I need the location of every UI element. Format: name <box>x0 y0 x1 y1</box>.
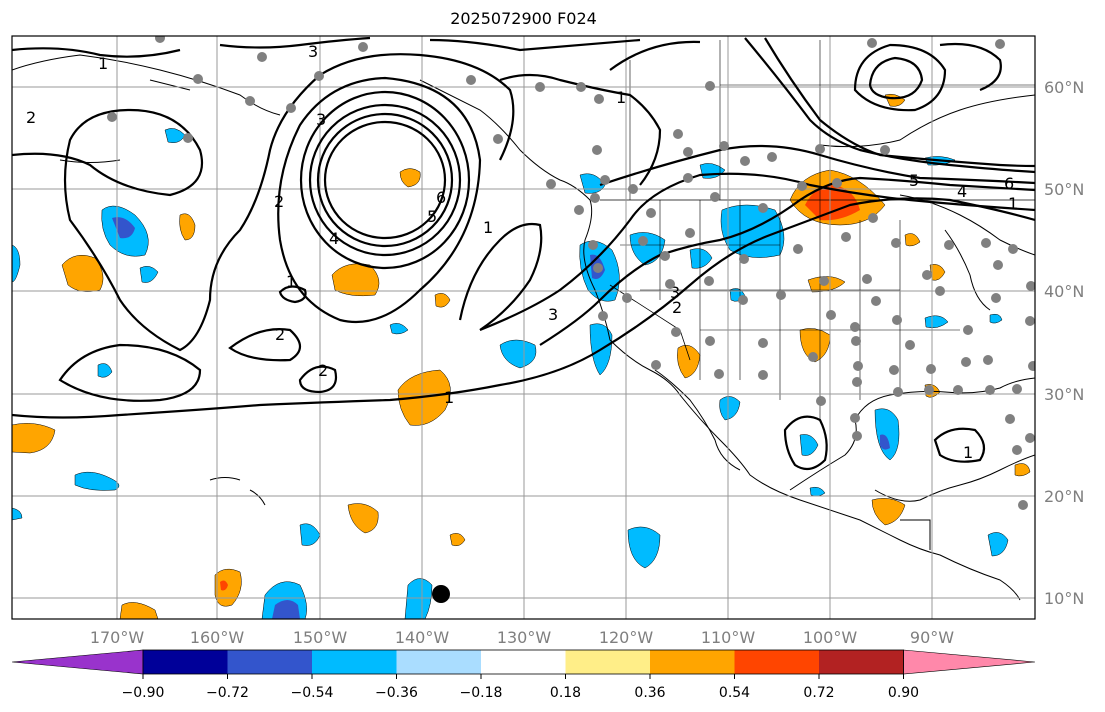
colorbar-extend-left <box>11 649 144 675</box>
contour-lines <box>12 36 1035 471</box>
contour-label: 1 <box>483 218 493 237</box>
colorbar-segment <box>396 650 481 674</box>
contour-label: 1 <box>616 88 626 107</box>
lon-label: 110°W <box>701 628 756 647</box>
station-marker-highlight <box>432 585 450 603</box>
contour-label: 2 <box>274 192 284 211</box>
lat-label: 50°N <box>1044 180 1084 199</box>
contour-label: 3 <box>308 42 318 61</box>
positive-anomaly-shading <box>12 93 1031 619</box>
contour-label: 1 <box>98 54 108 73</box>
contour-label: 3 <box>548 305 558 324</box>
contour-label: 1 <box>1008 194 1018 213</box>
lon-label: 150°W <box>293 628 348 647</box>
lon-label: 120°W <box>599 628 654 647</box>
contour-label: 2 <box>26 108 36 127</box>
colorbar-tick-label: −0.90 <box>122 685 165 701</box>
lon-label: 100°W <box>803 628 858 647</box>
station-markers <box>107 36 1035 510</box>
colorbar-extend-right <box>903 649 1036 675</box>
latitude-labels: 60°N 50°N 40°N 30°N 20°N 10°N <box>1044 78 1084 608</box>
colorbar-tick-label: 0.72 <box>803 685 834 701</box>
colorbar-tick-label: −0.36 <box>375 685 418 701</box>
contour-label: 2 <box>318 361 328 380</box>
lat-label: 10°N <box>1044 589 1084 608</box>
contour-label: 4 <box>957 182 967 201</box>
contour-label: 1 <box>963 443 973 462</box>
colorbar-tick-label: −0.54 <box>291 685 334 701</box>
contour-label: 3 <box>316 110 326 129</box>
colorbar <box>11 649 1036 675</box>
contour-label: 3 <box>670 283 680 302</box>
colorbar-tick-label: −0.72 <box>206 685 249 701</box>
coastlines-and-borders <box>12 40 1035 601</box>
lon-label: 130°W <box>497 628 552 647</box>
colorbar-tick-label: 0.54 <box>719 685 750 701</box>
contour-labels: 1 2 3 4 5 6 1 2 3 1 2 3 4 5 6 1 1 2 2 3 … <box>26 42 1018 462</box>
lon-label: 90°W <box>910 628 954 647</box>
contour-label: 2 <box>672 298 682 317</box>
colorbar-outline <box>142 649 904 675</box>
contour-label: 5 <box>909 171 919 190</box>
colorbar-tick-label: 0.90 <box>888 685 919 701</box>
contour-label: 4 <box>329 229 339 248</box>
contour-label: 6 <box>436 188 446 207</box>
colorbar-tick-label: −0.18 <box>460 685 503 701</box>
negative-anomaly-shading <box>12 128 1009 619</box>
colorbar-tick-label: 0.18 <box>550 685 581 701</box>
lon-label: 140°W <box>395 628 450 647</box>
colorbar-segment <box>312 650 397 674</box>
longitude-labels: 170°W 160°W 150°W 140°W 130°W 120°W 110°… <box>90 628 954 647</box>
colorbar-segment <box>565 650 650 674</box>
lat-label: 40°N <box>1044 282 1084 301</box>
colorbar-segment <box>819 650 904 674</box>
map-area: 1 2 3 4 5 6 1 2 3 1 2 3 4 5 6 1 1 2 2 3 … <box>12 36 1035 619</box>
map-frame <box>11 35 1036 620</box>
colorbar-segment <box>481 650 566 674</box>
colorbar-segment <box>227 650 312 674</box>
lat-label: 60°N <box>1044 78 1084 97</box>
lon-label: 170°W <box>90 628 145 647</box>
colorbar-segment <box>650 650 735 674</box>
contour-label: 1 <box>444 388 454 407</box>
colorbar-segment <box>734 650 819 674</box>
lat-label: 20°N <box>1044 487 1084 506</box>
colorbar-segment <box>143 650 228 674</box>
contour-label: 2 <box>275 325 285 344</box>
lat-label: 30°N <box>1044 385 1084 404</box>
contour-label: 6 <box>1004 174 1014 193</box>
colorbar-labels: −0.90 −0.72 −0.54 −0.36 −0.18 0.18 0.36 0.54 0.7… <box>122 674 919 701</box>
contour-label: 5 <box>427 207 437 226</box>
lon-label: 160°W <box>190 628 245 647</box>
map-title: 2025072900 F024 <box>450 9 597 28</box>
colorbar-tick-label: 0.36 <box>634 685 665 701</box>
contour-label: 1 <box>286 272 296 291</box>
